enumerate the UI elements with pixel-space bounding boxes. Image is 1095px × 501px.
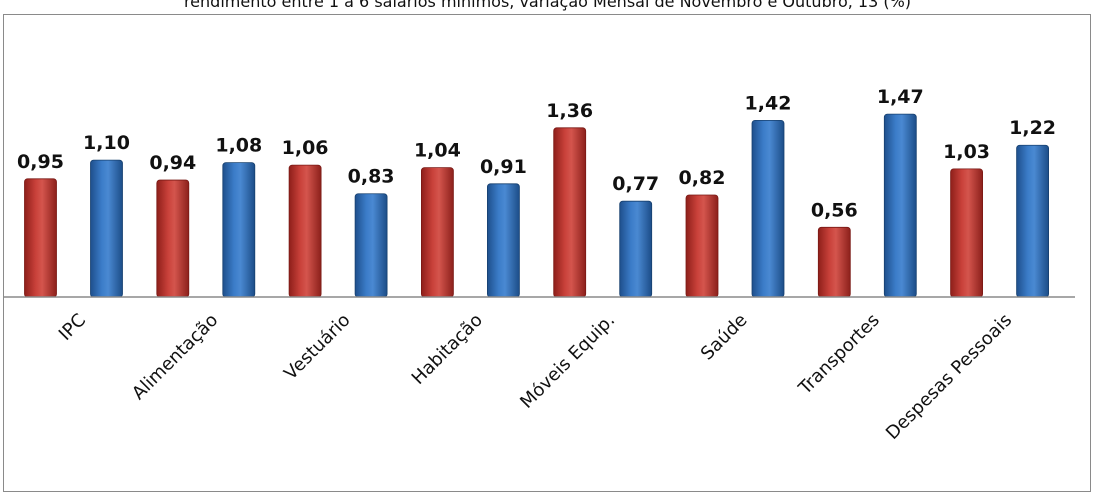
data-label-series2-4: 0,91 [480,156,527,178]
bar-series1-6 [685,194,719,298]
x-tick-label-3: Vestuário [280,310,354,384]
bar-series2-3 [354,193,388,298]
x-tick-label-4: Habitação [408,310,487,389]
x-tick-label-6: Saúde [697,310,752,365]
data-label-series2-7: 1,47 [877,86,924,108]
bar-series1-8 [950,168,983,298]
data-label-series2-6: 1,42 [745,92,792,114]
data-label-series1-1: 0,95 [17,151,64,173]
data-label-series2-8: 1,22 [1009,117,1056,139]
x-tick-label-5: Móveis Equip. [516,310,619,413]
data-label-series2-5: 0,77 [612,173,659,195]
bar-series1-1 [24,178,57,298]
bar-series2-6 [751,119,785,298]
bar-series1-7 [817,226,851,298]
data-label-series1-5: 1,36 [546,100,593,122]
data-label-series2-2: 1,08 [215,135,262,157]
data-label-series1-3: 1,06 [282,137,329,159]
x-tick-label-2: Alimentação [128,310,222,404]
bar-series2-4 [486,183,520,298]
x-tick-label-7: Transportes [794,310,884,400]
data-label-series1-2: 0,94 [149,152,196,174]
x-tick-label-1: IPC [55,310,90,345]
bar-series2-5 [619,200,653,298]
bar-series2-7 [883,113,917,298]
data-label-series1-7: 0,56 [811,199,858,221]
bar-series2-2 [222,162,256,298]
bar-series1-2 [156,179,190,298]
bar-series1-4 [420,167,454,298]
bar-series1-5 [553,127,587,298]
bar-series2-1 [90,159,123,298]
data-label-series1-4: 1,04 [414,140,461,162]
data-label-series2-3: 0,83 [348,166,395,188]
chart-title: rendimento entre 1 a 6 salários mínimos,… [183,0,912,11]
x-tick-label-8: Despesas Pessoais [882,310,1016,444]
bar-series2-8 [1016,144,1049,298]
chart-border [3,14,1091,492]
bar-series1-3 [288,164,322,298]
data-label-series1-6: 0,82 [679,167,726,189]
data-label-series1-8: 1,03 [943,141,990,163]
data-label-series2-1: 1,10 [83,132,130,154]
